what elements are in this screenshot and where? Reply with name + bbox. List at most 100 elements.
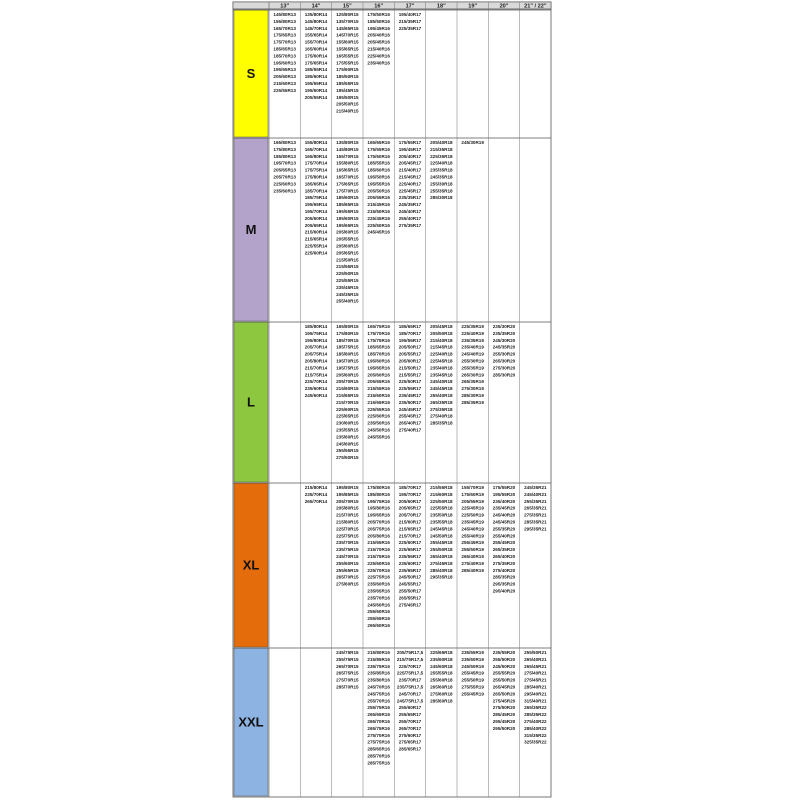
tire-size: 205/40R16 (367, 33, 390, 38)
tire-size: 225/75R16 (367, 575, 390, 580)
tire-size: 265/70R15 (336, 664, 359, 669)
tire-size: 185/70R14 (305, 188, 328, 193)
tire-size: 215/35R17 (399, 19, 422, 24)
tire-size: 285/30R19 (461, 393, 484, 398)
tire-size: 205/60R15 (336, 244, 359, 249)
tire-size: 265/40R19 (461, 554, 484, 559)
tire-size: 265/35R20 (493, 547, 516, 552)
tire-size: 165/80R13 (273, 140, 296, 145)
tire-size: 235/35R19 (461, 338, 484, 343)
tire-size: 245/40R19 (461, 526, 484, 531)
tire-size: 185/70R15 (336, 338, 359, 343)
size-color-block (233, 137, 269, 322)
tire-size: 225/50R17 (399, 379, 422, 384)
tire-size: 205/80R14 (305, 359, 328, 364)
tire-size: 205/65R13 (273, 168, 296, 173)
tire-size: 255/55R20 (493, 671, 516, 676)
tire-size: 275/35R18 (430, 407, 453, 412)
tire-size: 195/65R14 (305, 202, 328, 207)
tire-size: 275/50R20 (493, 705, 516, 710)
tire-size: 255/60R18 (430, 678, 453, 683)
tire-size: 225/50R15 (336, 271, 359, 276)
tire-size: 235/65R17 (399, 568, 422, 573)
tire-size: 195/65R16 (367, 513, 390, 518)
tire-size: 225/40R17 (399, 181, 422, 186)
tire-size: 185/65R16 (367, 345, 390, 350)
tire-size: 205/70R13 (273, 175, 296, 180)
size-color-block (233, 321, 269, 483)
tire-size: 215/40R16 (367, 47, 390, 52)
tire-size: 245/50R17 (399, 575, 422, 580)
tire-size: 215/60R18 (430, 492, 453, 497)
tire-size: 205/70R14 (305, 345, 328, 350)
tire-size: 155/80R14 (305, 140, 328, 145)
tire-size: 165/65R16 (367, 140, 390, 145)
tire-size: 185/50R15 (336, 74, 359, 79)
tire-size: 215/65R17 (399, 526, 422, 531)
size-row-l: L 185/80R14 195/75R14 195/80R14 205/70R14 205… (233, 321, 551, 483)
tire-size: 185/75R15 (336, 345, 359, 350)
tire-size: 215/60R17 (399, 520, 422, 525)
tire-size: 245/75R15 (336, 650, 359, 655)
tire-size: 175/60R16 (367, 154, 390, 159)
tire-size: 235/85R16 (367, 671, 390, 676)
tire-size: 195/60R14 (305, 88, 328, 93)
tire-size: 205/55R16 (367, 195, 390, 200)
tire-size: 255/50R21 (524, 650, 547, 655)
tire-size: 255/65R16 (367, 616, 390, 621)
tire-size: 285/40R21 (524, 685, 547, 690)
tire-size: 275/50R15 (336, 455, 359, 460)
tire-size: 255/30R20 (493, 352, 516, 357)
tire-size: 225/50R19 (461, 513, 484, 518)
tire-size: 185/70R16 (367, 352, 390, 357)
tire-size: 205/60R17 (399, 499, 422, 504)
tire-size: 165/70R15 (336, 175, 359, 180)
tire-size: 275/40R18 (430, 414, 453, 419)
tire-size: 235/35R20 (493, 331, 516, 336)
size-label: L (247, 395, 255, 410)
tire-size: 235/70R17 (399, 678, 422, 683)
tire-size: 225/45R17 (399, 188, 422, 193)
tire-size: 205/70R17 (399, 513, 422, 518)
tire-size: 195/65R15 (336, 223, 359, 228)
tire-size: 225/55R14 (305, 244, 328, 249)
tire-size: 245/55R17 (399, 582, 422, 587)
tire-size: 265/35R18 (430, 400, 453, 405)
size-row-m: M 165/80R13 175/80R13 185/80R13 195/70R13 205… (233, 137, 551, 322)
tire-size: 255/45R19 (461, 540, 484, 545)
tire-size: 245/40R19 (461, 352, 484, 357)
tire-size: 195/80R14 (305, 338, 328, 343)
tire-size: 185/65R14 (305, 181, 328, 186)
size-row-s: S 145/80R13 155/80R13 165/70R13 175/65R13 175… (233, 9, 551, 138)
tire-size: 215/60R16 (367, 393, 390, 398)
tire-size: 245/55R16 (367, 434, 390, 439)
tire-size: 255/55R18 (430, 671, 453, 676)
tire-size: 175/65R14 (305, 60, 328, 65)
tire-size: 175/60R19 (461, 492, 484, 497)
tire-size: 215/55R18 (430, 485, 453, 490)
tire-size: 165/60R14 (305, 47, 328, 52)
tire-size: 185/65R15 (336, 202, 359, 207)
tire-size: 125/80R15 (336, 12, 359, 17)
tire-size: 185/50R16 (367, 19, 390, 24)
tire-size: 215/80R16 (367, 650, 390, 655)
tire-size: 295/35R20 (493, 582, 516, 587)
tire-size: 195/65R13 (273, 67, 296, 72)
tire-size: 205/75R17,5 (397, 650, 424, 655)
tire-size: 195/70R13 (273, 161, 296, 166)
tire-size: 285/40R18 (430, 568, 453, 573)
tire-size: 225/55R16 (367, 407, 390, 412)
tire-size: 255/40R18 (430, 393, 453, 398)
tire-size: 245/60R15 (336, 441, 359, 446)
tire-size: 225/65R15 (336, 414, 359, 419)
tire-size: 225/75R15 (336, 533, 359, 538)
tire-size: 235/45R17 (399, 393, 422, 398)
tire-size: 175/55R15 (336, 60, 359, 65)
tire-size: 175/80R16 (367, 485, 390, 490)
tire-size: 225/60R15 (336, 407, 359, 412)
tire-size: 165/80R14 (305, 154, 328, 159)
tire-size: 215/70R15 (336, 400, 359, 405)
tire-size: 205/45R17 (399, 161, 422, 166)
tire-size: 275/45R20 (493, 698, 516, 703)
tire-size: 175/70R15 (336, 188, 359, 193)
